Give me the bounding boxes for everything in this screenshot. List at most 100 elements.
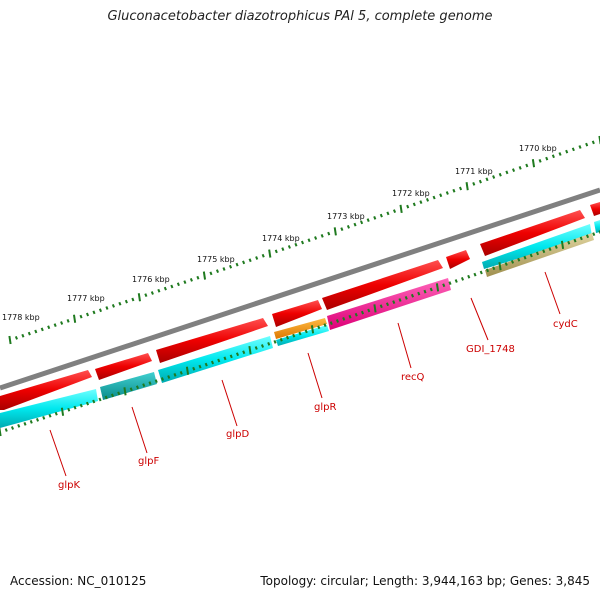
- gene-arrow[interactable]: [327, 278, 451, 330]
- minor-tick: [423, 289, 427, 294]
- minor-tick: [439, 193, 443, 198]
- minor-tick: [118, 301, 122, 306]
- minor-tick: [452, 188, 456, 193]
- genome-summary-text: Topology: circular; Length: 3,944,163 bp…: [260, 574, 590, 588]
- scale-label-1776: 1776 kbp: [132, 275, 170, 284]
- minor-tick: [592, 232, 596, 237]
- minor-tick: [67, 407, 71, 412]
- minor-tick: [92, 399, 96, 404]
- minor-tick: [27, 331, 31, 336]
- major-tick: [8, 335, 12, 345]
- major-tick: [310, 325, 315, 334]
- major-tick: [248, 345, 252, 355]
- minor-tick: [150, 291, 154, 295]
- minor-tick: [485, 177, 489, 182]
- gene-label-glpf[interactable]: glpF: [138, 456, 159, 467]
- minor-tick: [548, 247, 552, 251]
- minor-tick: [392, 209, 397, 214]
- minor-tick: [235, 262, 239, 267]
- minor-tick: [504, 262, 508, 266]
- forward-strand-genes: [0, 202, 600, 410]
- minor-tick: [505, 170, 509, 175]
- gene-label-cydc[interactable]: cydC: [553, 319, 578, 330]
- gene-arrow[interactable]: [446, 250, 470, 269]
- minor-tick: [157, 288, 161, 293]
- minor-tick: [198, 364, 202, 369]
- minor-tick: [217, 358, 221, 363]
- minor-tick: [60, 321, 64, 325]
- gene-arrow[interactable]: [100, 372, 157, 400]
- minor-tick: [585, 234, 590, 239]
- minor-tick: [492, 175, 496, 179]
- gene-arrow[interactable]: [322, 260, 443, 310]
- minor-tick: [535, 251, 540, 256]
- gene-arrow[interactable]: [590, 202, 600, 216]
- minor-tick: [223, 356, 227, 361]
- minor-tick: [578, 145, 582, 149]
- gene-arrow[interactable]: [156, 318, 268, 363]
- major-tick: [333, 227, 337, 236]
- minor-tick: [360, 220, 364, 225]
- inner-scale-ticks: [0, 230, 600, 437]
- minor-tick: [314, 236, 318, 240]
- major-tick: [185, 366, 190, 375]
- gene-arrow[interactable]: [0, 389, 98, 428]
- minor-tick: [40, 327, 44, 332]
- scale-label-1772: 1772 kbp: [392, 189, 430, 198]
- gene-arrow[interactable]: [485, 233, 594, 277]
- gene-arrow[interactable]: [95, 353, 152, 380]
- gene-arrow[interactable]: [0, 370, 92, 410]
- minor-tick: [209, 271, 213, 276]
- minor-tick: [189, 278, 193, 282]
- major-tick: [123, 387, 127, 396]
- major-tick: [0, 427, 2, 437]
- minor-tick: [47, 325, 51, 330]
- minor-tick: [248, 258, 252, 263]
- gene-arrow[interactable]: [276, 325, 329, 346]
- major-tick: [373, 304, 377, 313]
- minor-tick: [591, 140, 595, 145]
- minor-tick: [242, 260, 246, 265]
- minor-tick: [327, 231, 331, 236]
- minor-tick: [294, 242, 298, 247]
- minor-tick: [117, 391, 121, 396]
- minor-tick: [17, 424, 21, 428]
- minor-tick: [538, 159, 542, 163]
- gene-label-glpr[interactable]: glpR: [314, 402, 336, 413]
- minor-tick: [148, 381, 152, 385]
- minor-tick: [111, 304, 115, 308]
- minor-tick: [406, 204, 410, 209]
- gene-label-glpd[interactable]: glpD: [226, 429, 249, 440]
- minor-tick: [66, 319, 70, 323]
- minor-tick: [525, 163, 529, 168]
- gene-arrow[interactable]: [482, 224, 592, 269]
- minor-tick: [479, 270, 483, 275]
- minor-tick: [335, 319, 340, 323]
- gene-label-recq[interactable]: recQ: [401, 372, 425, 383]
- minor-tick: [222, 267, 226, 271]
- minor-tick: [417, 291, 421, 296]
- minor-tick: [492, 266, 496, 271]
- minor-tick: [196, 275, 200, 280]
- minor-tick: [23, 422, 27, 426]
- minor-tick: [379, 304, 383, 309]
- minor-tick: [98, 308, 102, 313]
- gene-arrow[interactable]: [480, 210, 585, 256]
- minor-tick: [320, 233, 324, 238]
- gene-arrow[interactable]: [272, 300, 322, 327]
- minor-tick: [10, 426, 15, 430]
- minor-tick: [274, 249, 278, 254]
- minor-tick: [42, 415, 46, 420]
- gene-label-lines: [49, 271, 561, 477]
- minor-tick: [85, 312, 90, 317]
- minor-tick: [554, 245, 558, 249]
- gene-arrow[interactable]: [594, 220, 600, 233]
- minor-tick: [392, 300, 396, 304]
- minor-tick: [329, 321, 333, 325]
- minor-tick: [285, 335, 290, 340]
- minor-tick: [460, 277, 465, 281]
- gene-arrow[interactable]: [274, 318, 327, 339]
- gene-label-glpk[interactable]: glpK: [58, 480, 80, 491]
- gene-label-gdi1748[interactable]: GDI_1748: [466, 344, 515, 355]
- scale-label-1777: 1777 kbp: [67, 294, 105, 303]
